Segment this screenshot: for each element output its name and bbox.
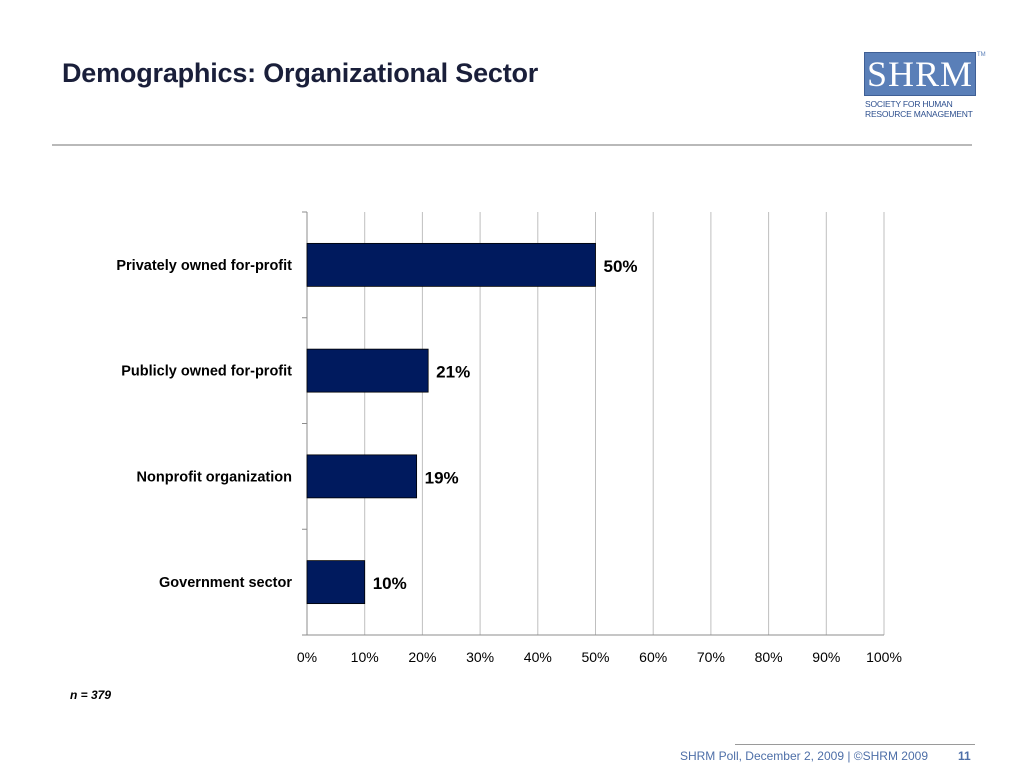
bar (306, 560, 366, 605)
logo-line-1: SOCIETY FOR HUMAN (865, 99, 953, 109)
x-tick-label: 80% (755, 649, 783, 665)
footer-divider (735, 744, 975, 745)
x-tick-label: 40% (524, 649, 552, 665)
shrm-logo: SHRM TM SOCIETY FOR HUMAN RESOURCE MANAG… (864, 52, 986, 119)
x-tick-label: 90% (812, 649, 840, 665)
title-divider (52, 144, 972, 146)
x-tick-label: 50% (581, 649, 609, 665)
x-tick-label: 70% (697, 649, 725, 665)
category-label: Privately owned for-profit (116, 258, 292, 274)
x-tick-label: 20% (408, 649, 436, 665)
bar (306, 242, 596, 287)
page-number: 11 (958, 749, 971, 763)
logo-letters: SHRM (866, 54, 974, 94)
x-tick-label: 100% (866, 649, 902, 665)
bar (306, 348, 429, 393)
bar (306, 454, 418, 499)
data-label: 10% (373, 574, 407, 593)
logo-line-2: RESOURCE MANAGEMENT (865, 109, 973, 119)
category-label: Publicly owned for-profit (121, 364, 292, 380)
footer-text: SHRM Poll, December 2, 2009 | ©SHRM 2009 (679, 749, 928, 763)
x-tick-label: 60% (639, 649, 667, 665)
x-tick-label: 30% (466, 649, 494, 665)
category-label: Government sector (159, 575, 292, 591)
sample-size-note: n = 379 (70, 688, 112, 702)
slide-title: Demographics: Organizational Sector (62, 58, 539, 88)
x-tick-label: 10% (351, 649, 379, 665)
logo-box (864, 52, 976, 96)
data-label: 19% (425, 468, 459, 487)
data-label: 50% (604, 257, 638, 276)
category-label: Nonprofit organization (137, 469, 292, 485)
x-tick-label: 0% (297, 649, 317, 665)
data-label: 21% (436, 363, 470, 382)
